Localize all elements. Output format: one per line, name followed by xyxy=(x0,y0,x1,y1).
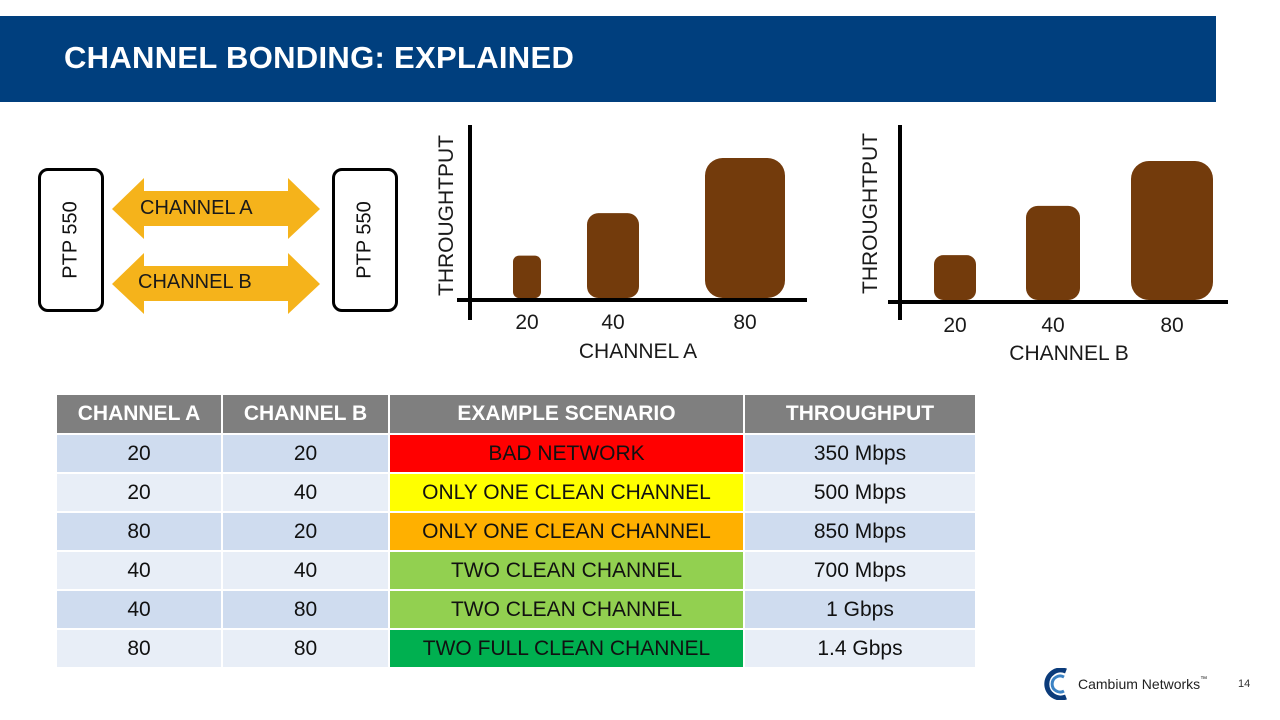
header-channel-b: CHANNEL B xyxy=(221,393,390,435)
chart-b-tick-80: 80 xyxy=(1160,314,1183,337)
table-row: 20 40 ONLY ONE CLEAN CHANNEL 500 Mbps xyxy=(55,472,977,513)
cell-scenario: TWO CLEAN CHANNEL xyxy=(388,589,745,630)
cell-throughput: 1 Gbps xyxy=(743,589,977,630)
chart-b-tick-40: 40 xyxy=(1041,314,1064,337)
device-right-label: PTP 550 xyxy=(353,201,376,279)
cell-channel-b: 40 xyxy=(221,472,390,513)
channel-a-arrow xyxy=(112,178,320,239)
cell-channel-b: 80 xyxy=(221,589,390,630)
table-row: 80 20 ONLY ONE CLEAN CHANNEL 850 Mbps xyxy=(55,511,977,552)
cell-scenario: ONLY ONE CLEAN CHANNEL xyxy=(388,472,745,513)
cell-channel-a: 80 xyxy=(55,628,223,669)
table-row: 40 80 TWO CLEAN CHANNEL 1 Gbps xyxy=(55,589,977,630)
chart-b-tick-20: 20 xyxy=(943,314,966,337)
logo-text: Cambium Networks™ xyxy=(1078,676,1207,692)
slide-title: CHANNEL BONDING: EXPLAINED xyxy=(64,40,575,75)
logo-trademark: ™ xyxy=(1200,676,1208,683)
cell-scenario: ONLY ONE CLEAN CHANNEL xyxy=(388,511,745,552)
cell-throughput: 350 Mbps xyxy=(743,433,977,474)
cell-scenario: TWO CLEAN CHANNEL xyxy=(388,550,745,591)
channel-b-arrow xyxy=(112,253,320,314)
channel-b-arrow-shape xyxy=(112,253,320,314)
throughput-chart-channel-a: THROUGHTPUT CHANNEL A 20 40 80 xyxy=(435,125,807,363)
cell-scenario: TWO FULL CLEAN CHANNEL xyxy=(388,628,745,669)
chart-a-bar-40 xyxy=(587,213,639,298)
chart-b-xlabel: CHANNEL B xyxy=(1009,342,1128,365)
scenario-table: CHANNEL A CHANNEL B EXAMPLE SCENARIO THR… xyxy=(55,393,977,669)
cell-channel-a: 40 xyxy=(55,550,223,591)
logo-name: Cambium Networks xyxy=(1078,676,1201,692)
channel-a-arrow-label: CHANNEL A xyxy=(140,197,253,219)
chart-b-bar-40 xyxy=(1026,205,1080,300)
cell-channel-b: 80 xyxy=(221,628,390,669)
cell-throughput: 500 Mbps xyxy=(743,472,977,513)
header-example-scenario: EXAMPLE SCENARIO xyxy=(388,393,745,435)
device-right: PTP 550 xyxy=(332,168,398,312)
cell-scenario: BAD NETWORK xyxy=(388,433,745,474)
cambium-logo-icon xyxy=(1044,668,1067,700)
device-left: PTP 550 xyxy=(38,168,104,312)
throughput-chart-channel-b: THROUGHTPUT CHANNEL B 20 40 80 xyxy=(859,125,1228,365)
table-row: 20 20 BAD NETWORK 350 Mbps xyxy=(55,433,977,474)
page-number: 14 xyxy=(1238,678,1251,690)
cell-channel-b: 20 xyxy=(221,511,390,552)
chart-a-bar-80 xyxy=(705,158,785,298)
cell-channel-a: 20 xyxy=(55,433,223,474)
table-header-row: CHANNEL A CHANNEL B EXAMPLE SCENARIO THR… xyxy=(55,393,977,435)
header-channel-a: CHANNEL A xyxy=(55,393,223,435)
table-row: 80 80 TWO FULL CLEAN CHANNEL 1.4 Gbps xyxy=(55,628,977,669)
device-left-label: PTP 550 xyxy=(59,201,82,279)
channel-a-arrow-shape xyxy=(112,178,320,239)
chart-a-tick-20: 20 xyxy=(515,311,538,334)
chart-a-ylabel: THROUGHTPUT xyxy=(435,135,458,296)
chart-b-ylabel: THROUGHTPUT xyxy=(859,133,882,294)
title-bar xyxy=(0,16,1216,102)
chart-a-xlabel: CHANNEL A xyxy=(579,340,697,363)
cell-channel-a: 20 xyxy=(55,472,223,513)
channel-b-arrow-label: CHANNEL B xyxy=(138,271,252,293)
cell-channel-a: 80 xyxy=(55,511,223,552)
chart-a-tick-80: 80 xyxy=(733,311,756,334)
cell-throughput: 850 Mbps xyxy=(743,511,977,552)
cell-channel-b: 20 xyxy=(221,433,390,474)
cell-throughput: 1.4 Gbps xyxy=(743,628,977,669)
chart-a-bar-20 xyxy=(513,255,541,298)
cell-channel-a: 40 xyxy=(55,589,223,630)
header-throughput: THROUGHPUT xyxy=(743,393,977,435)
chart-b-bar-20 xyxy=(934,255,976,300)
cell-channel-b: 40 xyxy=(221,550,390,591)
chart-b-bar-80 xyxy=(1131,161,1213,300)
chart-a-tick-40: 40 xyxy=(601,311,624,334)
cell-throughput: 700 Mbps xyxy=(743,550,977,591)
table-row: 40 40 TWO CLEAN CHANNEL 700 Mbps xyxy=(55,550,977,591)
